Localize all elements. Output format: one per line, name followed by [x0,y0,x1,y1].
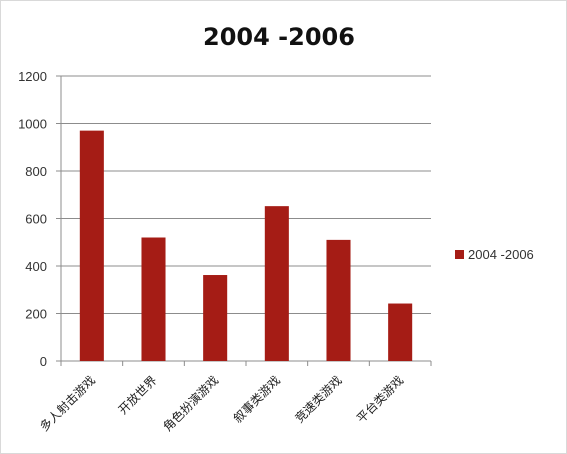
x-tick-labels: 多人射击游戏 开放世界 角色扮演游戏 叙事类游戏 竞速类游戏 平台类游戏 [36,373,406,435]
legend-label: 2004 -2006 [468,247,534,262]
y-tick-label: 800 [25,164,47,179]
x-tick-label: 平台类游戏 [353,373,406,426]
y-tick-label: 600 [25,212,47,227]
y-tick-label: 400 [25,259,47,274]
x-tick-label: 角色扮演游戏 [160,373,222,435]
x-tick-label: 开放世界 [115,373,160,418]
y-tick-label: 1000 [18,117,47,132]
grid-lines [61,75,431,314]
bar [264,206,289,361]
bars [79,130,413,361]
legend: 2004 -2006 [455,247,534,262]
x-tick-label: 多人射击游戏 [36,373,98,435]
x-tick-label: 竞速类游戏 [292,373,344,425]
y-tick-label: 1200 [18,69,47,84]
bar [326,239,351,361]
bar [388,303,413,361]
bar [79,130,104,361]
bar [141,237,166,361]
chart-title: 2004 -2006 [203,23,355,51]
y-tick-label: 0 [40,354,47,369]
bar [203,275,228,361]
legend-swatch [455,250,464,259]
y-tick-label: 200 [25,307,47,322]
axes [56,75,432,366]
y-tick-labels: 0 200 400 600 800 1000 1200 [18,69,47,369]
x-tick-label: 叙事类游戏 [231,373,283,425]
